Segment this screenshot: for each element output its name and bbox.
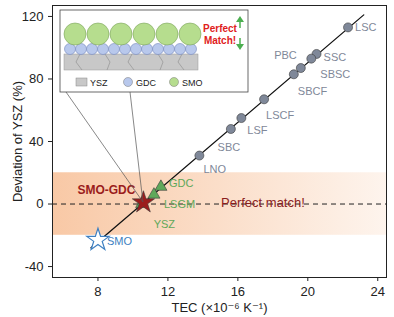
- svg-text:24: 24: [371, 284, 385, 299]
- svg-text:SBSC: SBSC: [320, 68, 350, 80]
- svg-text:-40: -40: [25, 259, 44, 274]
- svg-text:LNO: LNO: [203, 163, 226, 175]
- svg-text:0: 0: [36, 196, 43, 211]
- svg-text:20: 20: [301, 284, 315, 299]
- svg-text:16: 16: [231, 284, 245, 299]
- svg-text:Deviation of YSZ (%): Deviation of YSZ (%): [10, 81, 25, 202]
- svg-text:SMO-GDC: SMO-GDC: [77, 183, 135, 197]
- svg-text:SSC: SSC: [324, 51, 347, 63]
- svg-text:SBC: SBC: [218, 141, 241, 153]
- svg-text:PBC: PBC: [274, 49, 297, 61]
- svg-text:YSZ: YSZ: [154, 218, 176, 230]
- svg-text:TEC (×10⁻⁶ K⁻¹): TEC (×10⁻⁶ K⁻¹): [171, 300, 267, 315]
- svg-text:YSZ: YSZ: [90, 78, 108, 88]
- svg-text:LSC: LSC: [355, 21, 376, 33]
- svg-text:120: 120: [22, 9, 44, 24]
- svg-text:GDC: GDC: [169, 177, 194, 189]
- svg-text:PerfectMatch!: PerfectMatch!: [203, 23, 238, 46]
- svg-text:40: 40: [29, 134, 43, 149]
- svg-text:8: 8: [94, 284, 101, 299]
- svg-text:LSF: LSF: [247, 124, 267, 136]
- svg-text:LSGM: LSGM: [164, 198, 195, 210]
- svg-text:SMO: SMO: [182, 78, 203, 88]
- svg-text:80: 80: [29, 71, 43, 86]
- svg-text:12: 12: [161, 284, 175, 299]
- svg-text:SMO: SMO: [107, 235, 133, 247]
- svg-text:SBCF: SBCF: [298, 85, 328, 97]
- svg-text:Perfect match!: Perfect match!: [221, 195, 305, 210]
- svg-text:LSCF: LSCF: [266, 109, 294, 121]
- svg-text:GDC: GDC: [136, 78, 157, 88]
